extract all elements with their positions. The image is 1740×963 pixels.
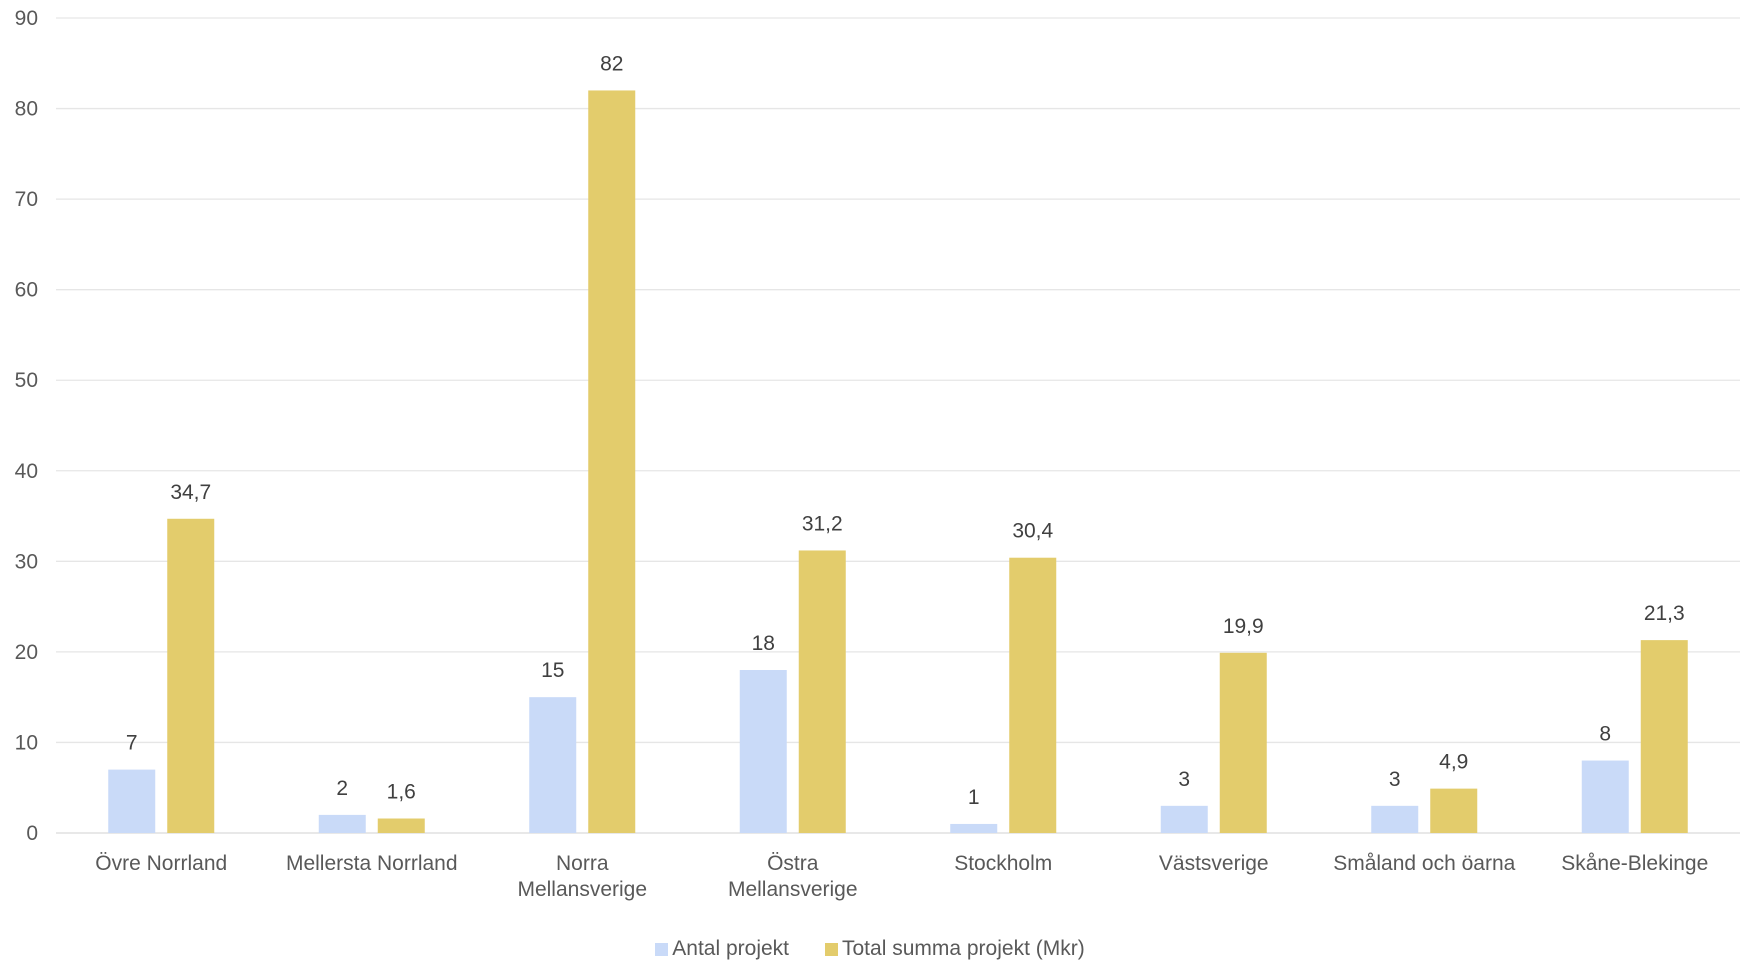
x-tick-label-line: Norra <box>556 852 609 875</box>
data-label: 3 <box>1389 768 1401 791</box>
y-axis: 0 10 20 30 40 50 60 70 80 90 <box>15 7 38 845</box>
legend: Antal projekt Total summa projekt (Mkr) <box>0 935 1740 963</box>
bar-antal <box>529 697 577 833</box>
x-tick-label-line: Mellersta Norrland <box>286 852 458 875</box>
x-tick-label-line: Skåne-Blekinge <box>1561 852 1708 875</box>
x-tick-label: Övre Norrland <box>95 852 227 875</box>
legend-item-total: Total summa projekt (Mkr) <box>825 937 1085 961</box>
bar-antal <box>1371 805 1419 833</box>
bar-antal <box>739 670 787 833</box>
data-label: 4,9 <box>1439 751 1468 774</box>
data-label: 19,9 <box>1223 615 1264 638</box>
legend-swatch-total <box>825 942 838 956</box>
x-tick-label: Mellersta Norrland <box>286 852 458 875</box>
y-tick-label: 70 <box>15 188 38 211</box>
y-tick-label: 0 <box>26 822 38 845</box>
data-label: 1 <box>968 786 980 809</box>
data-label: 8 <box>1599 723 1611 746</box>
data-labels: 7 34,7 2 1,6 15 82 18 31,2 1 30,4 3 19,9 3 4,9 8 21,3 <box>126 52 1685 809</box>
bars <box>108 90 1688 833</box>
bar-total <box>1640 640 1688 833</box>
bar-total <box>167 518 215 833</box>
x-tick-label-line: Mellansverige <box>517 878 647 901</box>
data-label: 31,2 <box>802 512 843 535</box>
bar-total <box>1430 788 1478 833</box>
bar-antal <box>1581 760 1629 833</box>
x-tick-label: Småland och öarna <box>1333 852 1515 875</box>
bar-total <box>377 818 425 833</box>
x-tick-label-line: Västsverige <box>1159 852 1269 875</box>
data-label: 1,6 <box>387 781 416 804</box>
x-tick-label-line: Övre Norrland <box>95 852 227 875</box>
x-tick-label-line: Östra <box>767 852 819 875</box>
data-label: 82 <box>600 52 623 75</box>
bar-total <box>1219 652 1267 833</box>
y-tick-label: 30 <box>15 550 38 573</box>
x-tick-label: Skåne-Blekinge <box>1561 852 1708 875</box>
bar-antal <box>950 823 998 833</box>
y-tick-label: 90 <box>15 7 38 30</box>
legend-swatch-antal <box>655 942 669 956</box>
legend-item-antal: Antal projekt <box>655 937 789 961</box>
bar-total <box>798 550 846 833</box>
data-label: 18 <box>752 632 775 655</box>
y-tick-label: 80 <box>15 98 38 121</box>
y-tick-label: 20 <box>15 641 38 664</box>
x-tick-label: Stockholm <box>954 852 1052 875</box>
x-tick-label: Västsverige <box>1159 852 1269 875</box>
x-tick-label-line: Småland och öarna <box>1333 852 1515 875</box>
data-label: 15 <box>541 659 564 682</box>
y-tick-label: 60 <box>15 279 38 302</box>
y-tick-label: 40 <box>15 460 38 483</box>
gridlines <box>56 17 1740 834</box>
data-label: 3 <box>1178 768 1190 791</box>
bar-total <box>1009 557 1057 833</box>
data-label: 2 <box>336 777 348 800</box>
x-tick-label-line: Stockholm <box>954 852 1052 875</box>
bar-antal <box>1160 805 1208 833</box>
bar-antal <box>108 769 156 833</box>
bar-antal <box>318 814 366 833</box>
data-label: 30,4 <box>1012 520 1053 543</box>
legend-label-total: Total summa projekt (Mkr) <box>842 937 1085 960</box>
x-tick-label-line: Mellansverige <box>728 878 858 901</box>
y-tick-label: 10 <box>15 731 38 754</box>
data-label: 21,3 <box>1644 602 1685 625</box>
y-tick-label: 50 <box>15 369 38 392</box>
data-label: 7 <box>126 732 138 755</box>
legend-label-antal: Antal projekt <box>672 937 789 960</box>
x-axis: Övre Norrland Mellersta Norrland Norra Mell… <box>95 852 1708 901</box>
bar-total <box>588 90 636 833</box>
x-tick-label: Norra Mellansverige <box>517 852 647 901</box>
data-label: 34,7 <box>170 481 211 504</box>
x-tick-label: Östra Mellansverige <box>728 852 858 901</box>
